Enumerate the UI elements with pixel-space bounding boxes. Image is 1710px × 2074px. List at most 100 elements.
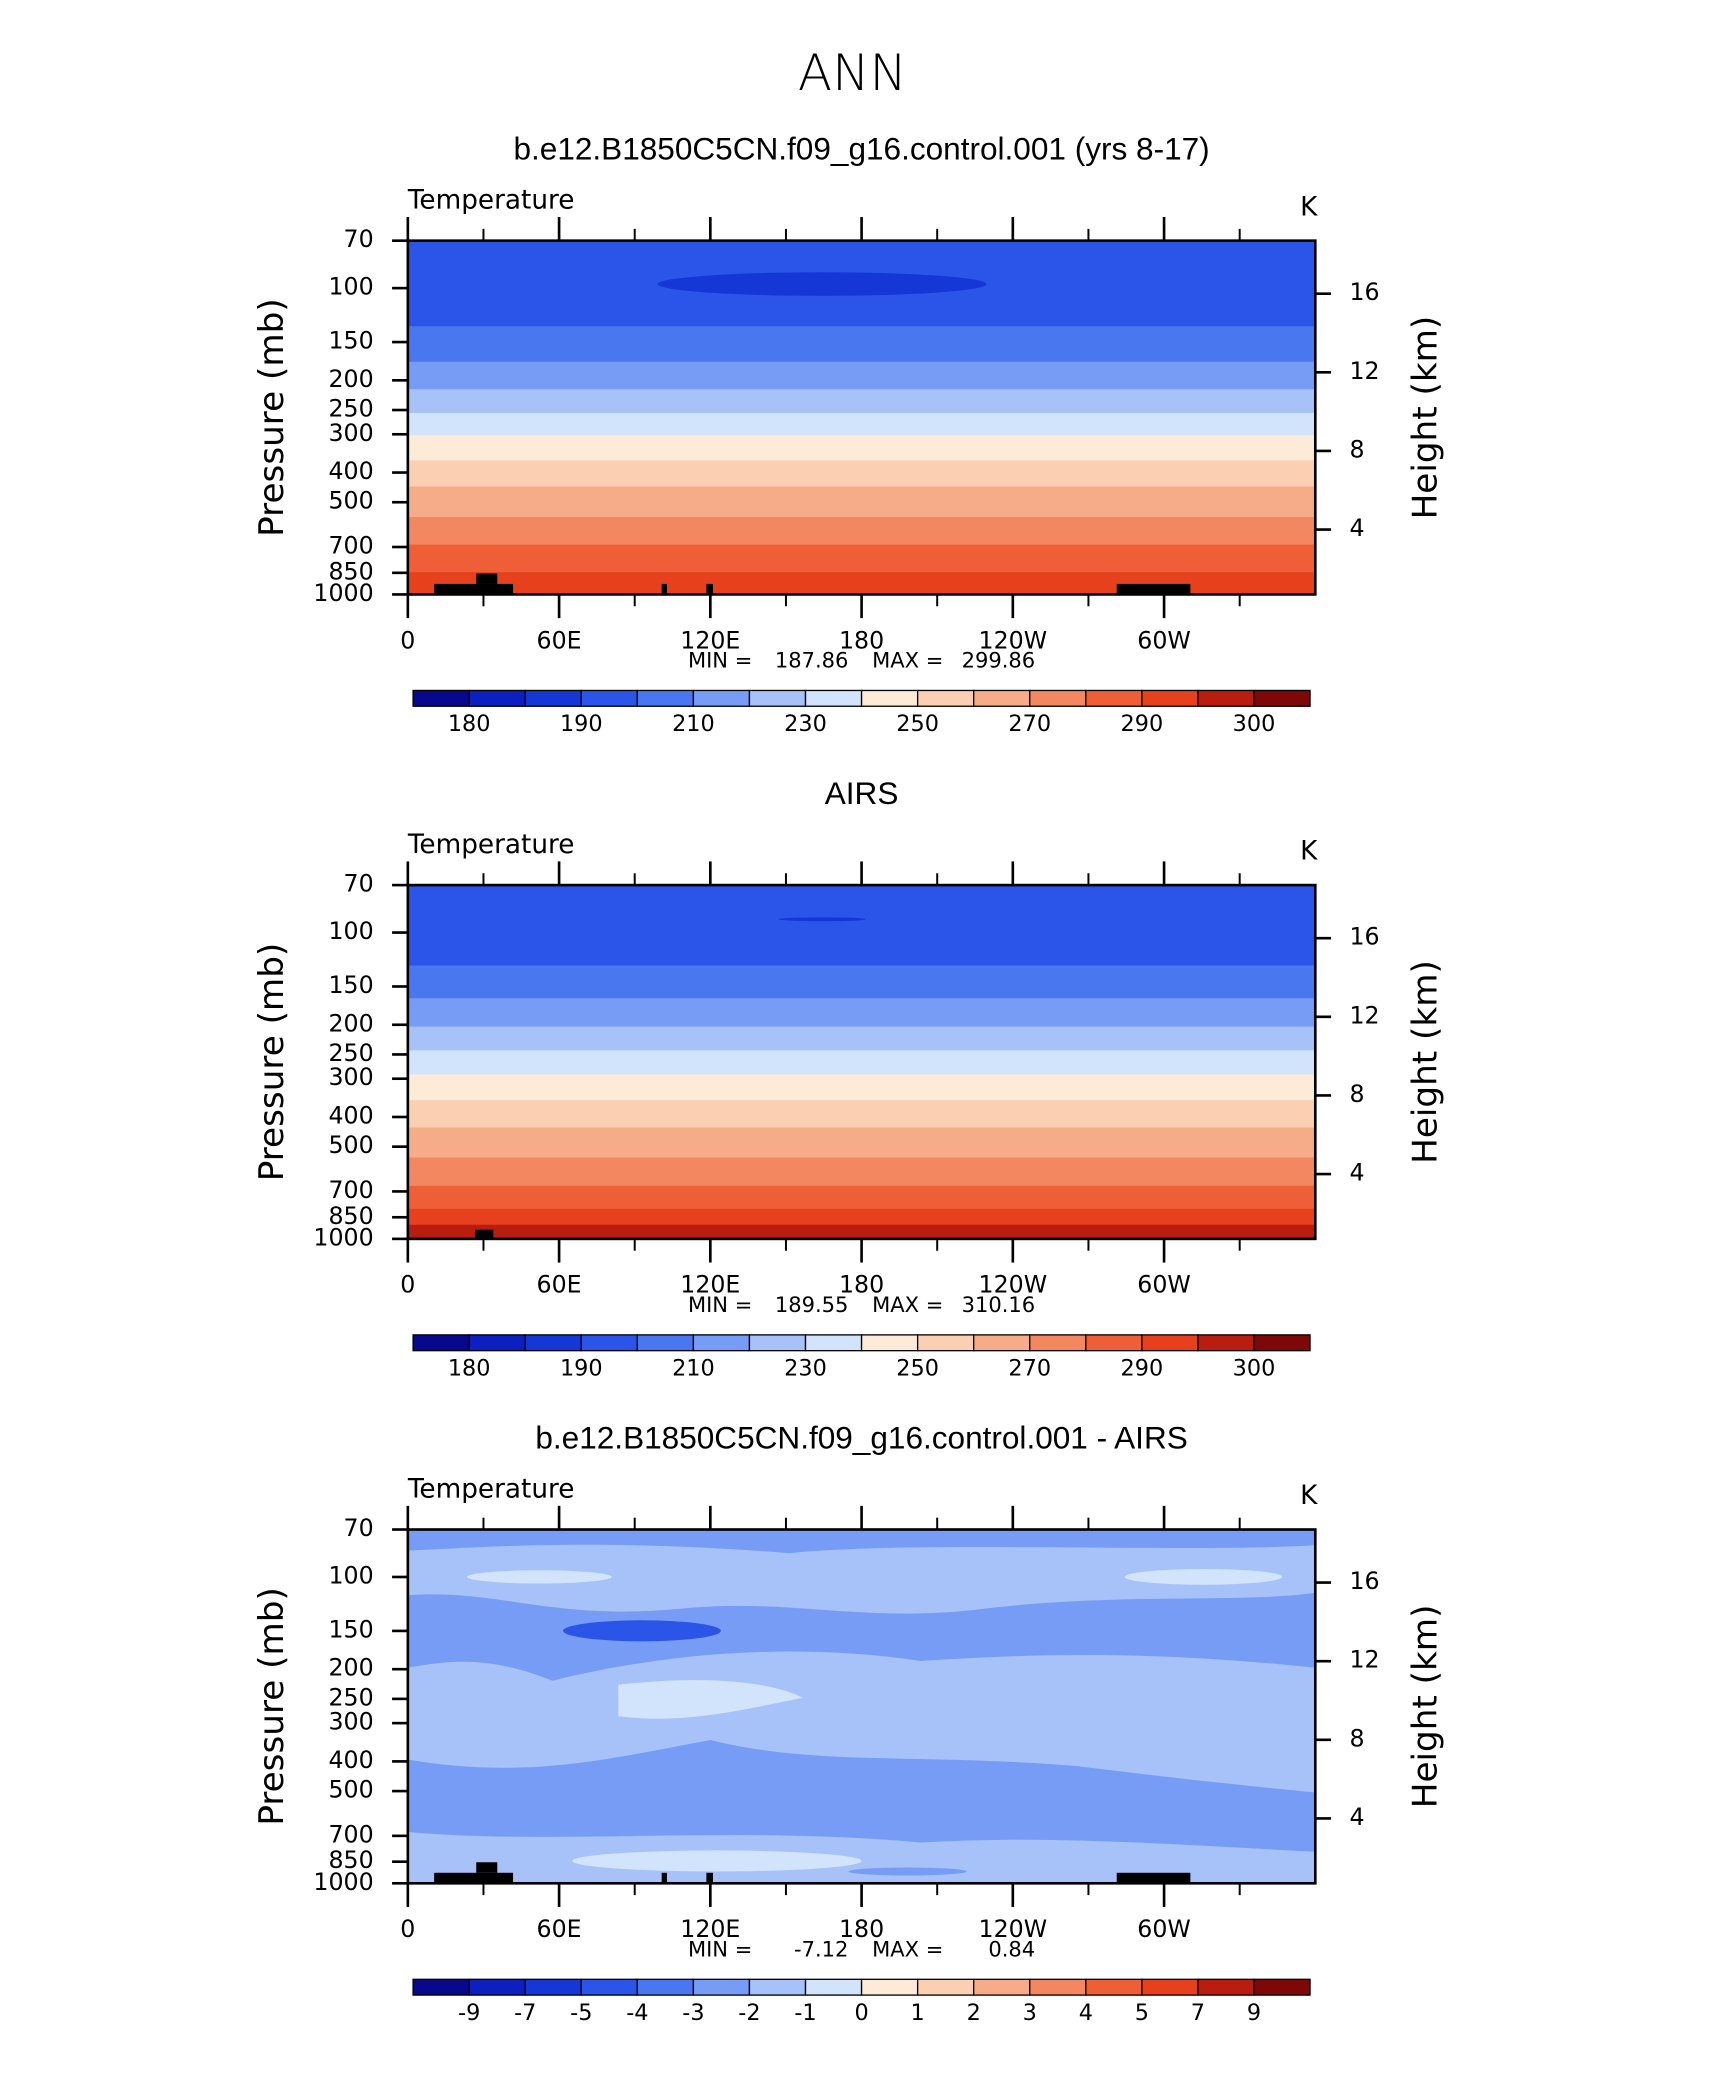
colorbar-box [748, 1334, 807, 1352]
y-tick-label: 400 [328, 457, 373, 485]
contour-region [618, 1680, 803, 1719]
colorbar-box [468, 1978, 526, 1996]
y-tick-label: 850 [328, 557, 373, 585]
colorbar-label: -1 [794, 2000, 816, 2026]
min-label: MIN = [688, 648, 752, 673]
panel-title: b.e12.B1850C5CN.f09_g16.control.001 - AI… [535, 1419, 1187, 1455]
panel-title: AIRS [825, 775, 899, 811]
y2-tick-label: 4 [1349, 514, 1364, 542]
contour-band [407, 460, 1316, 488]
max-value: 0.84 [988, 1936, 1035, 1961]
x-tick-label: 120W [979, 1915, 1048, 1943]
y2-axis-label: Height (km) [1406, 316, 1446, 520]
panel-subtitle: Temperature [407, 1475, 575, 1505]
y2-tick-label: 12 [1349, 357, 1379, 385]
contour-region [778, 917, 866, 922]
y-axis-label: Pressure (mb) [252, 1587, 292, 1826]
y-tick-label: 100 [328, 917, 373, 945]
x-tick-label: 120E [680, 626, 740, 654]
contour-band [407, 1050, 1316, 1076]
max-label: MAX = [872, 648, 943, 673]
y-tick-label: 400 [328, 1746, 373, 1774]
contour-band [407, 998, 1316, 1028]
colorbar-box [973, 689, 1031, 707]
units-label: K [1300, 192, 1318, 222]
x-tick-label: 0 [400, 1271, 415, 1299]
colorbar-box [412, 689, 470, 707]
colorbar-box [636, 1334, 695, 1352]
colorbar-box [1253, 1334, 1311, 1352]
colorbar-box [1085, 689, 1143, 707]
x-tick-label: 180 [839, 626, 884, 654]
y2-axis-label: Height (km) [1406, 960, 1446, 1164]
contour-band [407, 1100, 1316, 1129]
x-tick-label: 120W [979, 626, 1048, 654]
colorbar-box [1253, 689, 1311, 707]
colorbar-label: 2 [967, 2000, 981, 2026]
colorbar-box [1085, 1978, 1143, 1996]
contour-band [407, 1224, 1316, 1240]
contour-field [407, 240, 1316, 596]
y-tick-label: 1000 [313, 1868, 373, 1896]
y2-tick-label: 16 [1349, 923, 1379, 951]
contour-region [1124, 1568, 1283, 1585]
topography [476, 573, 498, 584]
x-tick-label: 60W [1137, 1915, 1191, 1943]
colorbar-box [524, 689, 582, 707]
y-tick-label: 500 [328, 1131, 373, 1159]
colorbar-box [1197, 689, 1255, 707]
y-tick-label: 1000 [313, 579, 373, 607]
colorbar-label: -5 [570, 2000, 592, 2026]
contour-band [407, 486, 1316, 518]
contour-region [563, 1620, 721, 1642]
y-tick-label: 500 [328, 487, 373, 515]
colorbar-label: 250 [896, 1356, 939, 1382]
y2-tick-label: 8 [1349, 1080, 1364, 1108]
colorbar-label: 290 [1121, 711, 1164, 737]
topography [706, 1872, 713, 1884]
min-label: MIN = [688, 1936, 752, 1961]
colorbar-label: -7 [514, 2000, 536, 2026]
x-tick-label: 180 [839, 1271, 884, 1299]
y-tick-label: 400 [328, 1101, 373, 1129]
colorbar-label: 270 [1008, 711, 1051, 737]
colorbar-box [916, 1334, 975, 1352]
contour-band [407, 1127, 1316, 1159]
y2-tick-label: 16 [1349, 278, 1379, 306]
colorbar-label: 0 [854, 2000, 868, 2026]
colorbar-label: 4 [1079, 2000, 1093, 2026]
x-tick-label: 0 [400, 1915, 415, 1943]
colorbar-box [860, 689, 919, 707]
colorbar-box [636, 689, 695, 707]
min-value: 187.86 [775, 648, 849, 673]
y2-tick-label: 12 [1349, 1001, 1379, 1029]
y-tick-label: 700 [328, 1176, 373, 1204]
contour-band [407, 516, 1316, 546]
colorbar-label: 210 [672, 711, 715, 737]
contour-band [407, 326, 1316, 363]
y2-tick-label: 12 [1349, 1646, 1379, 1674]
contour-region [848, 1867, 967, 1876]
y-tick-label: 150 [328, 1615, 373, 1643]
contour-band [407, 1208, 1316, 1226]
y-tick-label: 850 [328, 1202, 373, 1230]
topography [706, 583, 713, 595]
colorbar-label: 300 [1233, 1356, 1276, 1382]
colorbar-box [973, 1978, 1031, 1996]
topography [1116, 1872, 1191, 1884]
x-tick-label: 60W [1137, 626, 1191, 654]
colorbar-label: 7 [1191, 2000, 1205, 2026]
colorbar-box [804, 689, 863, 707]
contour-region [572, 1850, 862, 1872]
colorbar-box [1029, 1978, 1087, 1996]
y-tick-label: 250 [328, 1683, 373, 1711]
contour-field [407, 885, 1316, 1240]
colorbar-box [1141, 1334, 1199, 1352]
y-tick-label: 200 [328, 1654, 373, 1682]
y-tick-label: 1000 [313, 1223, 373, 1251]
y2-tick-label: 8 [1349, 435, 1364, 463]
contour-band [407, 1157, 1316, 1187]
contour-band [407, 1074, 1316, 1101]
min-value: -7.12 [794, 1936, 848, 1961]
y-tick-label: 100 [328, 273, 373, 301]
